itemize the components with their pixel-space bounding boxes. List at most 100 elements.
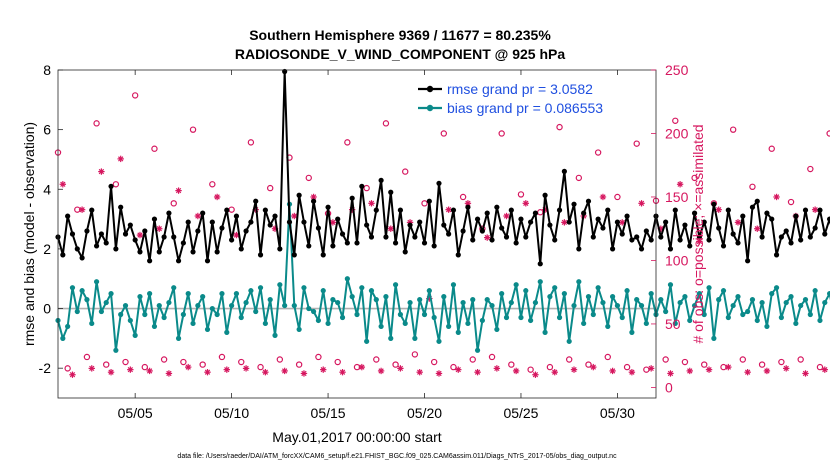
bias-point: [335, 299, 341, 306]
rmse-point: [248, 219, 254, 225]
rmse-point: [638, 246, 645, 252]
bias-point: [436, 338, 442, 344]
rmse-point: [783, 228, 789, 234]
obs-assimilated-point: [619, 219, 626, 226]
bias-point: [282, 302, 288, 309]
bias-point: [118, 311, 124, 318]
obs-possible-point: [450, 363, 457, 371]
bias-point: [706, 285, 712, 291]
obs-possible-point: [305, 174, 312, 182]
obs-possible-point: [575, 174, 583, 182]
obs-possible-point: [315, 353, 322, 361]
legend-rmse-marker: [426, 85, 434, 93]
obs-assimilated-point: [522, 200, 529, 207]
obs-assimilated-point: [734, 219, 742, 226]
obs-possible-point: [758, 361, 766, 368]
rmse-point: [513, 240, 519, 246]
rmse-point: [677, 237, 683, 243]
bias-point: [638, 302, 645, 309]
obs-assimilated-point: [551, 368, 558, 376]
rmse-point: [802, 207, 809, 213]
y-axis-right-label: # of obs: o=possible; ×=assimilated: [690, 124, 706, 343]
rmse-point: [74, 246, 80, 252]
x-tick-label: 05/05: [118, 405, 153, 421]
obs-possible-point: [787, 198, 795, 206]
bias-point: [499, 291, 505, 297]
bias-point: [687, 317, 693, 324]
obs-possible-point: [170, 200, 177, 207]
bias-point: [552, 285, 558, 291]
rmse-point: [542, 192, 548, 198]
obs-possible-point: [459, 193, 467, 201]
obs-possible-point: [411, 351, 419, 358]
rmse-point: [595, 216, 601, 222]
bias-point: [108, 291, 114, 297]
rmse-point: [93, 243, 100, 249]
y-left-tick-label: 4: [43, 181, 51, 197]
obs-possible-point: [440, 130, 448, 137]
rmse-point: [417, 219, 423, 225]
bias-point: [243, 299, 249, 306]
obs-assimilated-point: [638, 200, 645, 207]
rmse-point: [643, 228, 649, 234]
bias-point: [745, 308, 751, 315]
bias-point: [474, 347, 481, 353]
bias-point: [253, 308, 259, 315]
bias-point: [735, 294, 741, 300]
rmse-point: [397, 207, 404, 213]
bias-point: [103, 299, 109, 306]
y-right-tick-label: 0: [665, 379, 673, 395]
rmse-point: [552, 237, 558, 243]
bias-point: [503, 314, 510, 321]
bias-point: [455, 329, 461, 335]
bias-point: [69, 285, 76, 291]
bias-point: [663, 308, 669, 315]
bias-point: [291, 302, 297, 309]
obs-assimilated-point: [512, 367, 520, 375]
bias-point: [532, 299, 539, 306]
obs-possible-point: [189, 126, 197, 133]
legend-box: [411, 75, 653, 123]
rmse-point: [740, 213, 746, 219]
rmse-point: [436, 180, 442, 186]
obs-possible-point: [257, 363, 264, 371]
rmse-point: [725, 207, 731, 213]
rmse-point: [754, 198, 760, 204]
rmse-point: [412, 234, 418, 240]
rmse-point: [778, 234, 784, 240]
rmse-point: [137, 249, 143, 255]
data-file-footer: data file: /Users/raeder/DAI/ATM_forcXX/…: [177, 453, 617, 460]
obs-possible-point: [816, 363, 824, 371]
obs-assimilated-point: [387, 225, 394, 232]
rmse-point: [667, 246, 674, 252]
rmse-point: [556, 207, 563, 213]
rmse-point: [720, 243, 727, 249]
obs-assimilated-point: [686, 367, 693, 375]
rmse-point: [484, 210, 490, 216]
y-axis-left-label: rmse and bias (model - observation): [21, 122, 37, 346]
bias-point: [614, 302, 621, 309]
bias-point: [195, 302, 201, 309]
rmse-point: [566, 219, 572, 225]
rmse-point: [479, 228, 485, 234]
rmse-point: [69, 231, 76, 237]
rmse-point: [547, 222, 553, 228]
bias-point: [98, 308, 105, 315]
y-left-tick-label: 8: [43, 62, 51, 78]
bias-point: [585, 294, 592, 300]
bias-point: [417, 297, 423, 303]
obs-possible-point: [131, 92, 139, 99]
rmse-point: [233, 213, 240, 219]
bias-point: [711, 335, 717, 341]
obs-possible-point: [430, 358, 438, 366]
obs-possible-point: [604, 353, 611, 361]
bias-point: [547, 294, 553, 300]
bias-point: [556, 314, 563, 321]
rmse-point: [407, 222, 413, 228]
obs-assimilated-point: [599, 193, 607, 201]
rmse-point: [65, 213, 71, 219]
obs-assimilated-point: [561, 219, 568, 226]
bias-point: [306, 305, 312, 312]
rmse-point: [253, 198, 259, 204]
